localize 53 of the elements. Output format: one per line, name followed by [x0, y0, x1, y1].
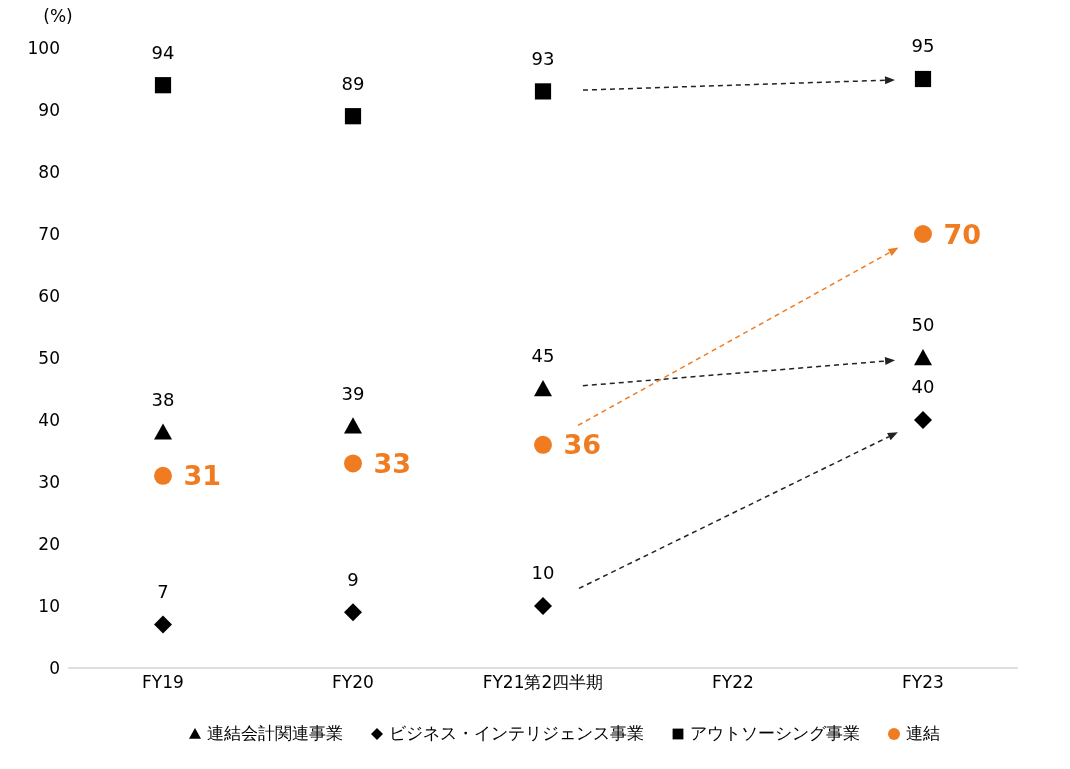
point	[344, 603, 362, 622]
legend-label: ビジネス・インテリジェンス事業	[388, 722, 644, 745]
x-tick-label: FY20	[332, 672, 374, 693]
data-label: 70	[943, 218, 982, 250]
point	[914, 70, 932, 88]
x-tick-label: FY22	[712, 672, 754, 693]
y-tick-label: 90	[38, 100, 60, 121]
data-label: 89	[341, 72, 365, 94]
point	[154, 466, 172, 485]
data-label: 95	[911, 35, 935, 57]
data-label: 31	[183, 460, 222, 492]
data-label: 38	[151, 388, 175, 410]
legend-label: 連結	[905, 722, 940, 745]
data-label: 7	[157, 581, 169, 603]
point	[534, 597, 552, 615]
y-tick-label: 70	[38, 224, 60, 245]
point	[914, 225, 932, 243]
data-label: 10	[531, 562, 555, 584]
y-tick-label: 50	[38, 348, 60, 369]
point	[344, 454, 362, 473]
point	[914, 411, 932, 429]
x-tick-label: FY21第2四半期	[482, 672, 604, 693]
point	[344, 417, 362, 434]
point	[154, 423, 172, 440]
y-tick-label: 40	[38, 410, 60, 431]
data-label: 39	[341, 382, 365, 404]
data-label: 94	[151, 41, 175, 63]
point	[914, 349, 932, 366]
data-label: 93	[531, 47, 555, 69]
point	[344, 108, 362, 125]
data-label: 33	[373, 447, 412, 479]
point	[534, 83, 552, 100]
y-tick-label: 10	[38, 596, 60, 617]
legend-label: アウトソーシング事業	[689, 722, 860, 745]
point	[534, 380, 552, 397]
data-label: 40	[911, 376, 935, 398]
point	[534, 435, 552, 454]
point	[154, 77, 172, 94]
y-tick-label: 100	[27, 38, 60, 59]
data-label: 45	[531, 345, 555, 367]
x-tick-label: FY19	[142, 672, 184, 693]
y-axis-title: (%)	[43, 6, 73, 26]
y-tick-label: 60	[38, 286, 60, 307]
y-tick-label: 30	[38, 472, 60, 493]
data-label: 36	[563, 429, 602, 461]
data-label: 9	[347, 568, 359, 590]
point	[154, 615, 172, 634]
data-label: 50	[911, 314, 935, 336]
y-tick-label: 0	[49, 658, 60, 679]
y-tick-label: 20	[38, 534, 60, 555]
x-tick-label: FY23	[902, 672, 944, 693]
legend-label: 連結会計関連事業	[206, 722, 343, 745]
y-tick-label: 80	[38, 162, 60, 183]
